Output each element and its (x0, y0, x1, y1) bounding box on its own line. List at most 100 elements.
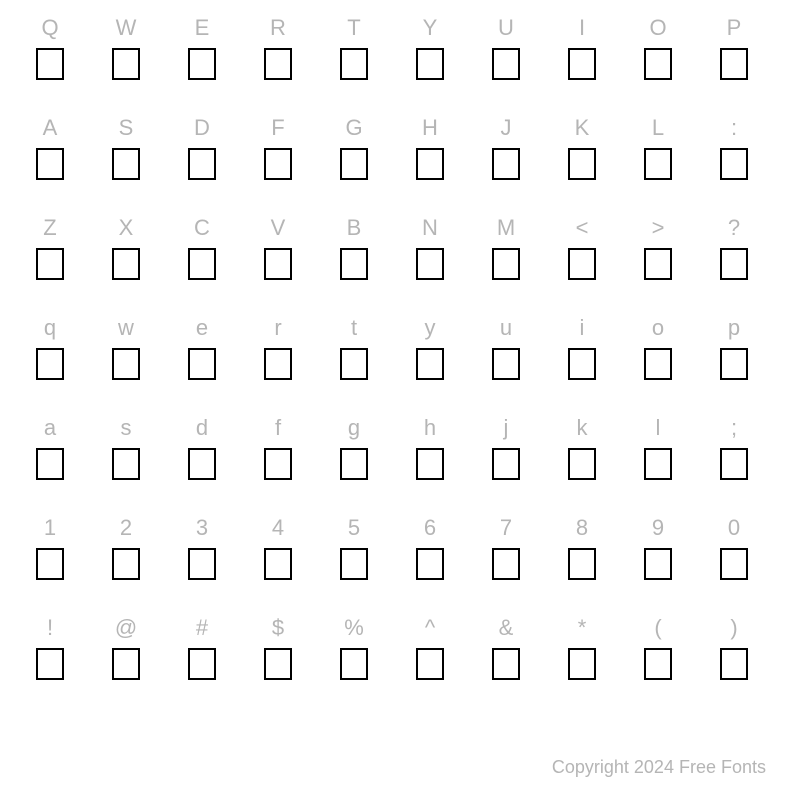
missing-glyph-box (36, 448, 64, 480)
font-specimen-grid: QWERTYUIOPASDFGHJKL:ZXCVBNM<>?qwertyuiop… (12, 0, 772, 708)
glyph-cell: s (88, 408, 164, 508)
character-label: & (499, 608, 514, 648)
glyph-cell: ^ (392, 608, 468, 708)
glyph-cell: l (620, 408, 696, 508)
missing-glyph-box (340, 148, 368, 180)
glyph-cell: ? (696, 208, 772, 308)
character-label: 6 (424, 508, 436, 548)
missing-glyph-box (416, 48, 444, 80)
character-label: 4 (272, 508, 284, 548)
character-label: % (344, 608, 364, 648)
glyph-cell: G (316, 108, 392, 208)
missing-glyph-box (568, 148, 596, 180)
missing-glyph-box (340, 348, 368, 380)
glyph-cell: X (88, 208, 164, 308)
character-label: H (422, 108, 438, 148)
missing-glyph-box (264, 548, 292, 580)
character-label: w (118, 308, 134, 348)
character-label: O (649, 8, 666, 48)
missing-glyph-box (36, 48, 64, 80)
glyph-cell: # (164, 608, 240, 708)
character-label: P (727, 8, 742, 48)
glyph-cell: W (88, 8, 164, 108)
glyph-cell: 6 (392, 508, 468, 608)
character-label: L (652, 108, 664, 148)
missing-glyph-box (568, 48, 596, 80)
missing-glyph-box (720, 148, 748, 180)
glyph-cell: o (620, 308, 696, 408)
glyph-cell: e (164, 308, 240, 408)
glyph-cell: k (544, 408, 620, 508)
glyph-cell: g (316, 408, 392, 508)
glyph-cell: Z (12, 208, 88, 308)
glyph-cell: * (544, 608, 620, 708)
missing-glyph-box (36, 348, 64, 380)
missing-glyph-box (492, 48, 520, 80)
character-label: p (728, 308, 740, 348)
missing-glyph-box (416, 648, 444, 680)
glyph-cell: h (392, 408, 468, 508)
missing-glyph-box (644, 648, 672, 680)
glyph-cell: 0 (696, 508, 772, 608)
missing-glyph-box (36, 648, 64, 680)
character-label: q (44, 308, 56, 348)
missing-glyph-box (340, 448, 368, 480)
missing-glyph-box (416, 148, 444, 180)
missing-glyph-box (112, 548, 140, 580)
missing-glyph-box (416, 548, 444, 580)
glyph-cell: $ (240, 608, 316, 708)
missing-glyph-box (112, 48, 140, 80)
missing-glyph-box (568, 648, 596, 680)
missing-glyph-box (492, 548, 520, 580)
missing-glyph-box (416, 248, 444, 280)
character-label: $ (272, 608, 284, 648)
character-label: ( (654, 608, 661, 648)
missing-glyph-box (188, 448, 216, 480)
glyph-cell: y (392, 308, 468, 408)
character-label: : (731, 108, 737, 148)
glyph-cell: t (316, 308, 392, 408)
glyph-cell: N (392, 208, 468, 308)
glyph-cell: j (468, 408, 544, 508)
missing-glyph-box (720, 348, 748, 380)
character-label: 8 (576, 508, 588, 548)
missing-glyph-box (720, 548, 748, 580)
missing-glyph-box (644, 48, 672, 80)
character-label: e (196, 308, 208, 348)
glyph-cell: ) (696, 608, 772, 708)
glyph-cell: & (468, 608, 544, 708)
glyph-cell: 4 (240, 508, 316, 608)
glyph-cell: B (316, 208, 392, 308)
glyph-cell: Y (392, 8, 468, 108)
missing-glyph-box (644, 548, 672, 580)
character-label: f (275, 408, 281, 448)
missing-glyph-box (264, 48, 292, 80)
glyph-cell: K (544, 108, 620, 208)
character-label: X (119, 208, 134, 248)
glyph-cell: 3 (164, 508, 240, 608)
character-label: 2 (120, 508, 132, 548)
missing-glyph-box (720, 448, 748, 480)
character-label: ; (731, 408, 737, 448)
copyright-text: Copyright 2024 Free Fonts (552, 757, 766, 778)
character-label: 9 (652, 508, 664, 548)
missing-glyph-box (568, 448, 596, 480)
missing-glyph-box (112, 448, 140, 480)
glyph-cell: J (468, 108, 544, 208)
glyph-cell: f (240, 408, 316, 508)
character-label: y (425, 308, 436, 348)
missing-glyph-box (492, 248, 520, 280)
missing-glyph-box (416, 348, 444, 380)
missing-glyph-box (644, 348, 672, 380)
missing-glyph-box (644, 148, 672, 180)
character-label: E (195, 8, 210, 48)
character-label: o (652, 308, 664, 348)
glyph-cell: I (544, 8, 620, 108)
glyph-cell: r (240, 308, 316, 408)
glyph-cell: Q (12, 8, 88, 108)
character-label: @ (115, 608, 137, 648)
glyph-cell: q (12, 308, 88, 408)
character-label: 5 (348, 508, 360, 548)
missing-glyph-box (188, 148, 216, 180)
missing-glyph-box (188, 648, 216, 680)
